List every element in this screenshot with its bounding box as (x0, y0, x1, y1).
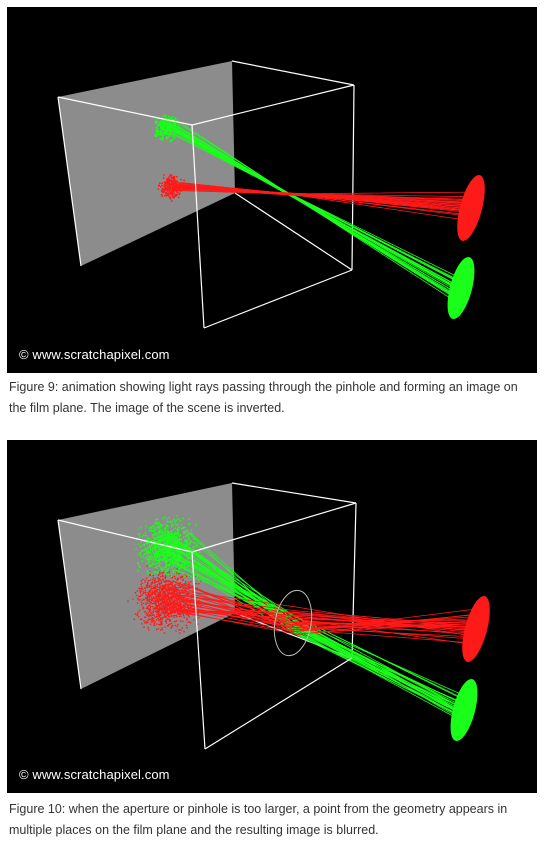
figure-9-caption: Figure 9: animation showing light rays p… (9, 380, 518, 415)
box-edge (204, 657, 353, 750)
pinhole-camera-illustration (57, 60, 485, 329)
box-edge (231, 482, 357, 504)
box-edge (234, 192, 353, 271)
box-edge (231, 60, 355, 86)
box-edge (351, 502, 357, 659)
green-sphere (447, 256, 475, 320)
film-plane (58, 61, 235, 266)
figure-9-image: © www.scratchapixel.com (7, 7, 537, 373)
copyright-credit: © www.scratchapixel.com (19, 767, 170, 782)
copyright-credit: © www.scratchapixel.com (19, 347, 170, 362)
box-edge (191, 502, 357, 553)
box-edge (57, 519, 193, 553)
red-sphere (457, 175, 485, 241)
figure-10-image: © www.scratchapixel.com (7, 440, 537, 793)
light-rays (166, 122, 474, 304)
box-edge (351, 84, 355, 271)
box-edge (57, 96, 82, 267)
red-sphere (462, 596, 490, 662)
box-edge (57, 96, 193, 126)
aperture-outline (273, 589, 313, 657)
box-edge (57, 519, 82, 690)
figure-10-caption: Figure 10: when the aperture or pinhole … (9, 802, 508, 837)
green-sphere (450, 678, 478, 742)
box-edge (191, 551, 206, 750)
box-edge (191, 124, 205, 329)
light-rays (154, 528, 479, 724)
box-edge (191, 84, 355, 126)
large-aperture-illustration (57, 482, 490, 750)
box-edge (203, 269, 353, 329)
